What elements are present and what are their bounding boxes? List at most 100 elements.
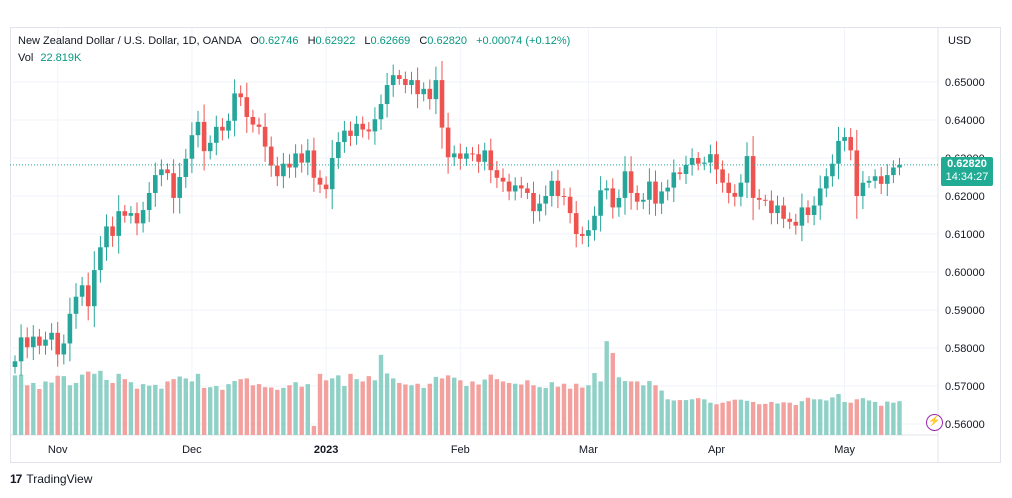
candle-body: [195, 121, 201, 136]
candle-body: [769, 200, 774, 214]
volume-bar: [842, 401, 847, 435]
candle-body: [207, 142, 213, 152]
volume-bar: [787, 402, 792, 435]
candle-body: [311, 150, 317, 178]
volume-bar: [830, 397, 835, 435]
candlestick-chart[interactable]: 0.650000.640000.630000.620000.610000.600…: [0, 0, 1012, 470]
candle-body: [128, 213, 134, 216]
candle-body: [787, 218, 792, 222]
volume-bar: [665, 399, 670, 435]
y-tick-label: 0.57000: [945, 381, 985, 393]
volume-bar: [140, 384, 146, 435]
candle-body: [415, 80, 420, 95]
volume-bar: [488, 374, 493, 435]
candle-body: [805, 207, 811, 215]
candle-body: [756, 197, 762, 200]
volume-bar: [494, 379, 500, 435]
candle-body: [445, 127, 451, 158]
open-value: 0.62746: [258, 35, 299, 47]
volume-bar: [208, 387, 213, 435]
candle-body: [153, 175, 158, 193]
volume-bar: [378, 354, 384, 435]
volume-bar: [116, 373, 121, 435]
close-value: 0.62820: [427, 35, 468, 47]
candle-body: [55, 332, 60, 355]
candle-body: [592, 215, 597, 231]
volume-bar: [86, 371, 91, 435]
candle-body: [275, 165, 280, 177]
volume-bar: [525, 380, 530, 435]
candle-body: [49, 332, 54, 340]
candle-body: [238, 93, 243, 98]
volume-bar: [750, 401, 756, 435]
volume-bar: [445, 375, 451, 435]
volume-bar: [147, 385, 152, 435]
volume-bar: [372, 380, 378, 435]
volume-bar: [183, 378, 188, 435]
volume-bar: [323, 380, 329, 435]
close-label: C: [419, 35, 428, 47]
volume-bar: [482, 379, 487, 435]
y-tick-label: 0.61000: [945, 229, 985, 241]
volume-bar: [574, 383, 579, 435]
volume-bar: [214, 386, 219, 435]
volume-bar: [275, 389, 280, 435]
volume-bar: [73, 382, 79, 435]
candle-body: [689, 158, 695, 165]
volume-bar: [476, 384, 481, 435]
candle-body: [494, 170, 500, 178]
candle-body: [519, 185, 524, 189]
candle-body: [177, 177, 182, 198]
volume-bar: [226, 384, 231, 435]
candle-body: [714, 154, 719, 170]
volume-bar: [702, 399, 707, 435]
volume-bar: [506, 382, 512, 435]
candle-body: [775, 205, 780, 214]
candle-body: [293, 153, 298, 168]
candle-body: [299, 153, 304, 163]
volume-bar: [543, 387, 548, 435]
volume-bar: [586, 385, 591, 435]
volume-bar: [256, 384, 262, 435]
volume-bar: [537, 387, 542, 435]
volume-bar: [866, 400, 872, 435]
volume-bar: [171, 379, 176, 435]
volume-bar: [220, 389, 225, 435]
volume-bar: [262, 387, 268, 435]
candle-body: [189, 135, 195, 159]
candle-body: [622, 171, 628, 198]
candle-body: [232, 93, 237, 121]
lightning-icon[interactable]: ⚡: [926, 414, 943, 431]
volume-bar: [464, 386, 469, 435]
candle-body: [140, 210, 146, 224]
volume-bar: [604, 341, 609, 435]
volume-bar: [897, 401, 902, 435]
candle-body: [317, 177, 323, 185]
volume-bar: [708, 402, 713, 435]
candle-body: [866, 180, 872, 183]
volume-bar: [391, 378, 396, 435]
candle-body: [653, 181, 658, 204]
candle-body: [830, 163, 835, 177]
volume-bar: [104, 379, 109, 435]
volume-bar: [55, 375, 60, 435]
volume-bar: [689, 399, 695, 435]
volume-bar: [885, 401, 890, 435]
volume-bar: [616, 377, 622, 435]
volume-bar: [12, 375, 18, 435]
candle-body: [543, 196, 548, 204]
candle-body: [268, 146, 274, 166]
candle-body: [366, 129, 372, 132]
symbol-title[interactable]: New Zealand Dollar / U.S. Dollar, 1D, OA…: [18, 35, 242, 47]
tradingview-logo[interactable]: 17 TradingView: [10, 472, 92, 486]
volume-bar: [696, 398, 701, 435]
legend-ohlc: New Zealand Dollar / U.S. Dollar, 1D, OA…: [18, 35, 570, 47]
volume-bar: [415, 383, 420, 435]
volume-bar: [360, 381, 365, 435]
candle-body: [811, 205, 817, 215]
volume-bar: [79, 374, 85, 435]
volume-bar: [891, 402, 896, 435]
candle-body: [549, 180, 555, 196]
volume-bar: [244, 378, 249, 435]
volume-bar: [336, 375, 341, 435]
